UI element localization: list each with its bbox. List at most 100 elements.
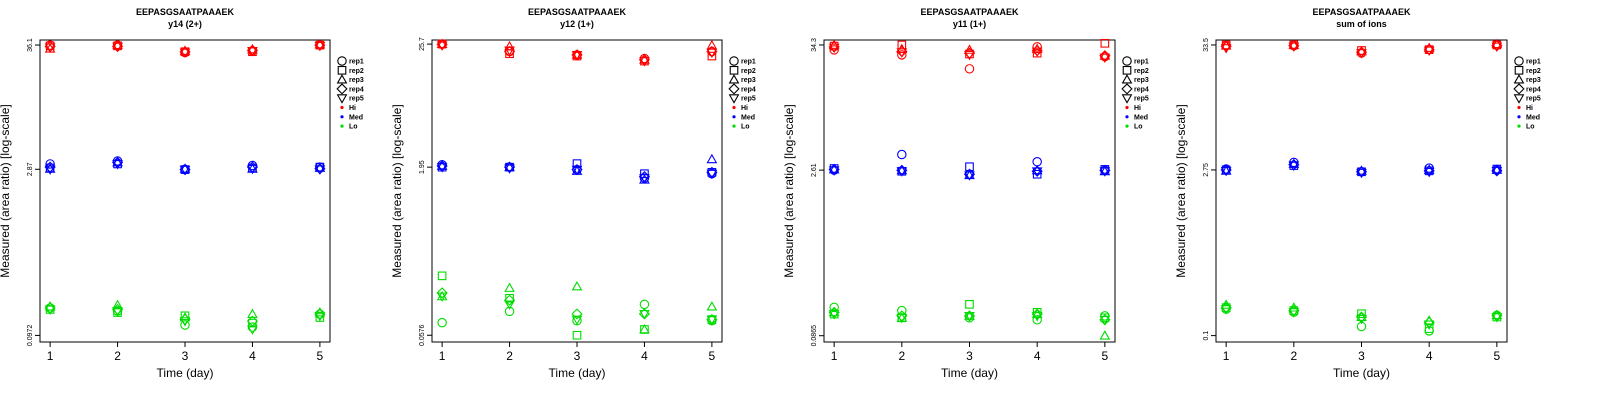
point-med-rep3: [1031, 164, 1043, 175]
legend-marker-rep1: [729, 56, 739, 66]
point-hi-rep5: [314, 41, 326, 52]
x-tick-label: 4: [1426, 349, 1433, 363]
point-lo-rep3: [1491, 309, 1503, 320]
legend-marker-med: [1125, 115, 1129, 119]
point-med-rep5: [179, 165, 191, 176]
legend-marker-rep3: [1121, 74, 1133, 84]
point-hi-rep3: [436, 38, 448, 49]
legend-marker-rep5: [1513, 94, 1525, 104]
y-tick-label: 2.61: [811, 163, 818, 177]
point-hi-rep2: [1100, 38, 1110, 48]
legend-marker-rep3: [728, 74, 740, 84]
legend-marker-rep2: [729, 65, 739, 75]
x-tick-label: 3: [1358, 349, 1365, 363]
y-tick-label: 2.75: [1203, 163, 1210, 177]
point-hi-rep5: [639, 57, 650, 67]
legend-label: Lo: [349, 124, 358, 131]
point-lo-rep5: [112, 307, 123, 317]
legend-label: rep2: [741, 68, 756, 75]
point-med-rep3: [504, 161, 515, 172]
legend-marker-lo: [1517, 124, 1521, 128]
point-lo-rep5: [1099, 315, 1111, 326]
legend-marker-rep1: [1514, 56, 1524, 66]
x-tick-label: 2: [1290, 349, 1297, 363]
x-axis-label: Time (day): [1333, 366, 1390, 380]
legend-marker-rep5: [1121, 94, 1133, 104]
y-axis-label: Measured (area ratio) [log-scale]: [1174, 104, 1188, 277]
point-hi-rep5: [896, 48, 908, 58]
point-med-rep3: [314, 162, 326, 172]
legend: rep1 rep2 rep3 rep4 rep5 Hi Med Lo: [728, 56, 756, 131]
legend-label: rep1: [349, 59, 364, 66]
plot-frame: [1215, 39, 1508, 343]
legend-label: rep1: [1526, 59, 1541, 66]
point-lo-rep5: [828, 310, 840, 320]
legend-label: rep3: [1526, 77, 1541, 84]
legend-marker-rep2: [1122, 65, 1132, 75]
legend-label: Lo: [741, 124, 750, 131]
legend-label: Lo: [1526, 124, 1535, 131]
legend-label: Med: [1134, 114, 1148, 121]
point-hi-rep5: [247, 47, 258, 57]
x-tick-label: 3: [574, 349, 581, 363]
point-med-rep3: [828, 163, 840, 174]
legend-label: rep3: [1134, 77, 1149, 84]
x-axis-label: Time (day): [549, 366, 606, 380]
x-tick-label: 5: [1102, 349, 1109, 363]
legend-label: Med: [349, 114, 363, 121]
chart-panel-1: EEPASGSAATPAAAEK y14 (2+) 1 2 3 4 5 Time (day) 0…: [0, 7, 364, 380]
legend-label: rep5: [741, 96, 756, 103]
point-med-rep5: [706, 169, 718, 180]
y-axis-label: Measured (area ratio) [log-scale]: [390, 104, 404, 277]
point-lo-rep2: [965, 299, 974, 309]
x-tick-label: 1: [439, 349, 446, 363]
point-lo-rep2: [572, 330, 582, 340]
point-hi-rep3: [1288, 39, 1300, 49]
point-lo-rep3: [828, 306, 840, 317]
legend-label: rep2: [1134, 68, 1149, 75]
legend-label: Hi: [1526, 105, 1533, 112]
legend-marker-rep5: [728, 94, 740, 104]
legend-marker-rep3: [336, 74, 348, 84]
x-tick-label: 1: [1223, 349, 1230, 363]
x-tick-label: 4: [1034, 349, 1041, 363]
point-hi-rep2: [315, 40, 325, 50]
point-lo-rep2: [248, 318, 257, 328]
legend-label: Med: [1526, 114, 1540, 121]
point-hi-rep3: [504, 40, 515, 51]
legend-label: rep3: [349, 77, 364, 84]
point-med-rep5: [1423, 167, 1435, 178]
panel-subtitle: sum of ions: [1336, 19, 1387, 29]
point-med-rep5: [1288, 161, 1300, 172]
point-med-rep5: [639, 174, 650, 184]
point-hi-rep1: [1032, 42, 1042, 52]
point-hi-rep1: [964, 64, 975, 74]
x-tick-label: 1: [831, 349, 838, 363]
legend-marker-rep1: [337, 56, 347, 66]
point-med-rep2: [1424, 166, 1434, 176]
point-lo-rep3: [706, 301, 718, 311]
panel-title: EEPASGSAATPAAAEK: [920, 7, 1019, 17]
y-tick-label: 1.95: [419, 160, 426, 174]
point-hi-rep3: [247, 43, 258, 54]
legend: rep1 rep2 rep3 rep4 rep5 Hi Med Lo: [1121, 56, 1149, 131]
point-lo-rep4: [503, 294, 516, 306]
legend-label: Hi: [1134, 105, 1141, 112]
point-hi-rep5: [44, 43, 56, 53]
legend-marker-rep1: [1122, 56, 1132, 66]
plot-frame: [39, 39, 331, 343]
point-med-rep5: [504, 164, 515, 174]
point-hi-rep3: [314, 38, 326, 49]
point-hi-rep3: [179, 45, 191, 55]
point-med-rep5: [436, 163, 448, 173]
point-med-rep1: [1032, 157, 1042, 167]
legend-label: rep4: [349, 86, 364, 93]
point-med-rep5: [112, 160, 123, 170]
point-lo-rep1: [639, 299, 650, 310]
legend-marker-lo: [732, 124, 736, 128]
point-lo-rep1: [504, 306, 515, 317]
legend-marker-hi: [1125, 105, 1129, 110]
point-med-rep5: [1220, 166, 1232, 177]
